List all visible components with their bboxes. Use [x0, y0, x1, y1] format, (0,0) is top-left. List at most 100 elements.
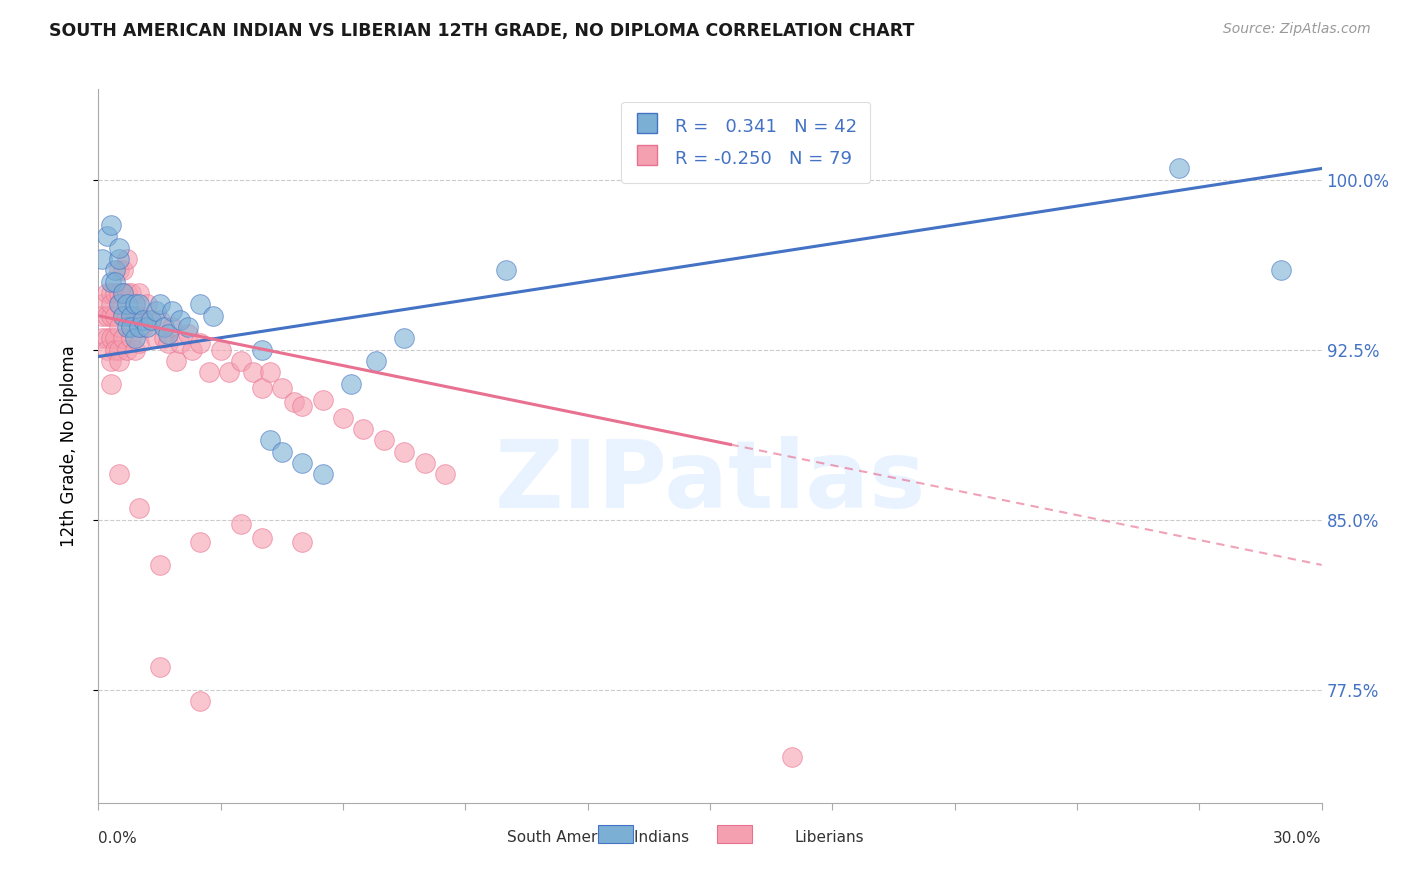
- Point: [165, 354, 187, 368]
- Point: [340, 376, 363, 391]
- Point: [128, 335, 150, 350]
- Point: [283, 394, 305, 409]
- Point: [108, 297, 131, 311]
- Point: [145, 304, 167, 318]
- Text: Liberians: Liberians: [794, 830, 865, 845]
- Point: [250, 343, 273, 357]
- Point: [120, 309, 142, 323]
- Text: 30.0%: 30.0%: [1274, 831, 1322, 847]
- Point: [91, 297, 114, 311]
- Point: [152, 320, 174, 334]
- Point: [291, 400, 314, 414]
- Point: [780, 750, 803, 764]
- Point: [115, 297, 138, 311]
- Point: [111, 309, 134, 323]
- Point: [392, 331, 416, 345]
- Point: [434, 467, 457, 482]
- Point: [100, 376, 122, 391]
- Point: [231, 517, 253, 532]
- Point: [124, 343, 146, 357]
- Point: [108, 320, 131, 334]
- Point: [100, 218, 122, 232]
- Point: [108, 241, 131, 255]
- Point: [209, 343, 232, 357]
- Point: [197, 365, 219, 379]
- Point: [160, 304, 183, 318]
- Point: [100, 286, 122, 301]
- Point: [104, 309, 127, 323]
- Point: [120, 309, 142, 323]
- Point: [111, 263, 134, 277]
- Point: [100, 354, 122, 368]
- Point: [108, 343, 131, 357]
- Point: [108, 286, 131, 301]
- Point: [100, 297, 122, 311]
- Point: [96, 286, 118, 301]
- Point: [413, 456, 436, 470]
- Point: [124, 331, 146, 345]
- Point: [128, 309, 150, 323]
- Point: [115, 343, 138, 357]
- Point: [115, 252, 138, 266]
- Point: [104, 286, 127, 301]
- Text: 0.0%: 0.0%: [98, 831, 138, 847]
- Point: [136, 297, 159, 311]
- Point: [104, 331, 127, 345]
- Point: [108, 467, 131, 482]
- Point: [152, 331, 174, 345]
- Point: [169, 313, 191, 327]
- Point: [104, 275, 127, 289]
- Legend: R =   0.341   N = 42, R = -0.250   N = 79: R = 0.341 N = 42, R = -0.250 N = 79: [621, 102, 870, 183]
- Point: [91, 331, 114, 345]
- Point: [115, 286, 138, 301]
- Point: [312, 467, 335, 482]
- Point: [156, 335, 179, 350]
- Point: [188, 694, 212, 708]
- Point: [149, 297, 172, 311]
- Point: [111, 309, 134, 323]
- Point: [108, 252, 131, 266]
- Point: [128, 286, 150, 301]
- Point: [124, 297, 146, 311]
- Text: Source: ZipAtlas.com: Source: ZipAtlas.com: [1223, 22, 1371, 37]
- Point: [231, 354, 253, 368]
- Point: [291, 456, 314, 470]
- Point: [111, 286, 134, 301]
- Point: [132, 320, 155, 334]
- Point: [188, 535, 212, 549]
- Point: [259, 365, 281, 379]
- Point: [1270, 263, 1292, 277]
- Point: [160, 320, 183, 334]
- Point: [96, 343, 118, 357]
- Point: [115, 309, 138, 323]
- Point: [332, 410, 354, 425]
- Point: [392, 444, 416, 458]
- Point: [91, 309, 114, 323]
- Point: [201, 309, 224, 323]
- Point: [181, 343, 204, 357]
- Point: [128, 501, 150, 516]
- Point: [124, 309, 146, 323]
- Point: [111, 331, 134, 345]
- Point: [177, 326, 200, 341]
- Point: [108, 263, 131, 277]
- Point: [104, 343, 127, 357]
- Text: South American Indians: South American Indians: [506, 830, 689, 845]
- Point: [270, 444, 294, 458]
- Point: [100, 275, 122, 289]
- Point: [156, 326, 179, 341]
- Text: ZIPatlas: ZIPatlas: [495, 435, 925, 528]
- Point: [352, 422, 374, 436]
- Point: [177, 320, 200, 334]
- Point: [495, 263, 517, 277]
- Point: [169, 335, 191, 350]
- Point: [91, 252, 114, 266]
- Point: [149, 660, 172, 674]
- Point: [108, 297, 131, 311]
- Point: [132, 313, 155, 327]
- Point: [259, 434, 281, 448]
- Y-axis label: 12th Grade, No Diploma: 12th Grade, No Diploma: [59, 345, 77, 547]
- Point: [373, 434, 395, 448]
- Point: [188, 335, 212, 350]
- Point: [218, 365, 240, 379]
